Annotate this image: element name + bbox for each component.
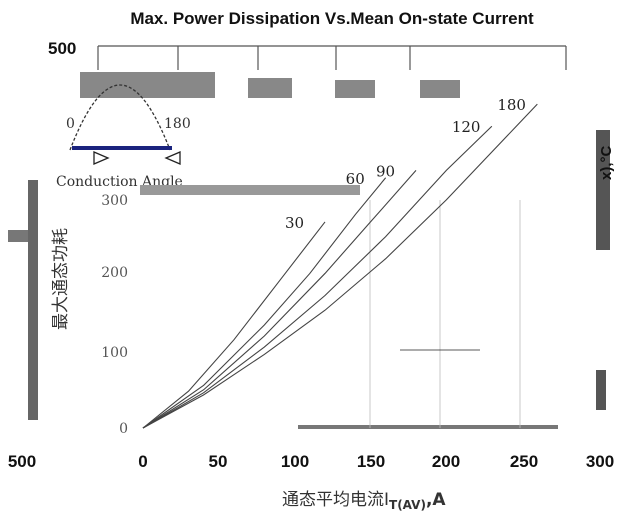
x-tick-label: 250 (510, 452, 538, 471)
curves (142, 103, 538, 429)
y-axis-label: 最大通态功耗 (51, 228, 71, 330)
left-arrow-icon (93, 151, 110, 165)
inset-end-label: 180 (164, 116, 191, 132)
series-label-120: 120 (452, 118, 481, 136)
series-label-60: 60 (346, 170, 365, 188)
inset-bar-3 (335, 80, 375, 98)
series-label-180: 180 (497, 96, 526, 114)
y-tick-label: 100 (101, 345, 128, 361)
x-tick-label: 150 (357, 452, 385, 471)
series-line-30 (142, 221, 326, 429)
y-ticks: 0 100 200 300 (101, 193, 128, 437)
y-tick-label: 300 (101, 193, 128, 209)
x-tick-label: 200 (432, 452, 460, 471)
x-axis-label-sub: T(AV) (389, 498, 426, 512)
inset-bar-2 (248, 78, 292, 98)
inset-start-label: 0 (66, 116, 75, 132)
x-axis-label-unit: ,A (426, 490, 446, 510)
x-tick-label: 100 (281, 452, 309, 471)
grid (369, 200, 521, 428)
series-label-90: 90 (376, 162, 395, 180)
chart-title: Max. Power Dissipation Vs.Mean On-state … (130, 9, 534, 28)
inset-sine (69, 84, 171, 151)
series-line-60 (142, 177, 387, 429)
right-axis-label: x),°C (598, 145, 615, 180)
y-tick-label: 200 (101, 265, 128, 281)
frame (97, 45, 567, 70)
series-line-90 (142, 170, 417, 429)
right-arrow-icon (164, 151, 181, 165)
x-tick-label: 0 (138, 452, 147, 471)
inset-conduction: 0 180 Conduction Angle (56, 72, 460, 190)
artifact-blocks (8, 130, 610, 429)
x-tick-label: 500 (8, 452, 36, 471)
inset-bar-1 (80, 72, 215, 98)
series-label-30: 30 (285, 214, 304, 232)
x-axis-label-main: 通态平均电流I (282, 490, 389, 510)
inset-bar-4 (420, 80, 460, 98)
x-tick-label: 300 (586, 452, 614, 471)
x-ticks: 500 0 50 100 150 200 250 300 (8, 452, 614, 471)
series-line-120 (142, 125, 493, 429)
series-line-180 (142, 103, 538, 429)
top-left-value: 500 (48, 39, 76, 58)
y-tick-label: 0 (119, 421, 128, 437)
x-tick-label: 50 (209, 452, 228, 471)
x-axis-label: 通态平均电流IT(AV),A (282, 490, 446, 512)
curve-labels: 180 120 90 60 30 (285, 96, 526, 232)
